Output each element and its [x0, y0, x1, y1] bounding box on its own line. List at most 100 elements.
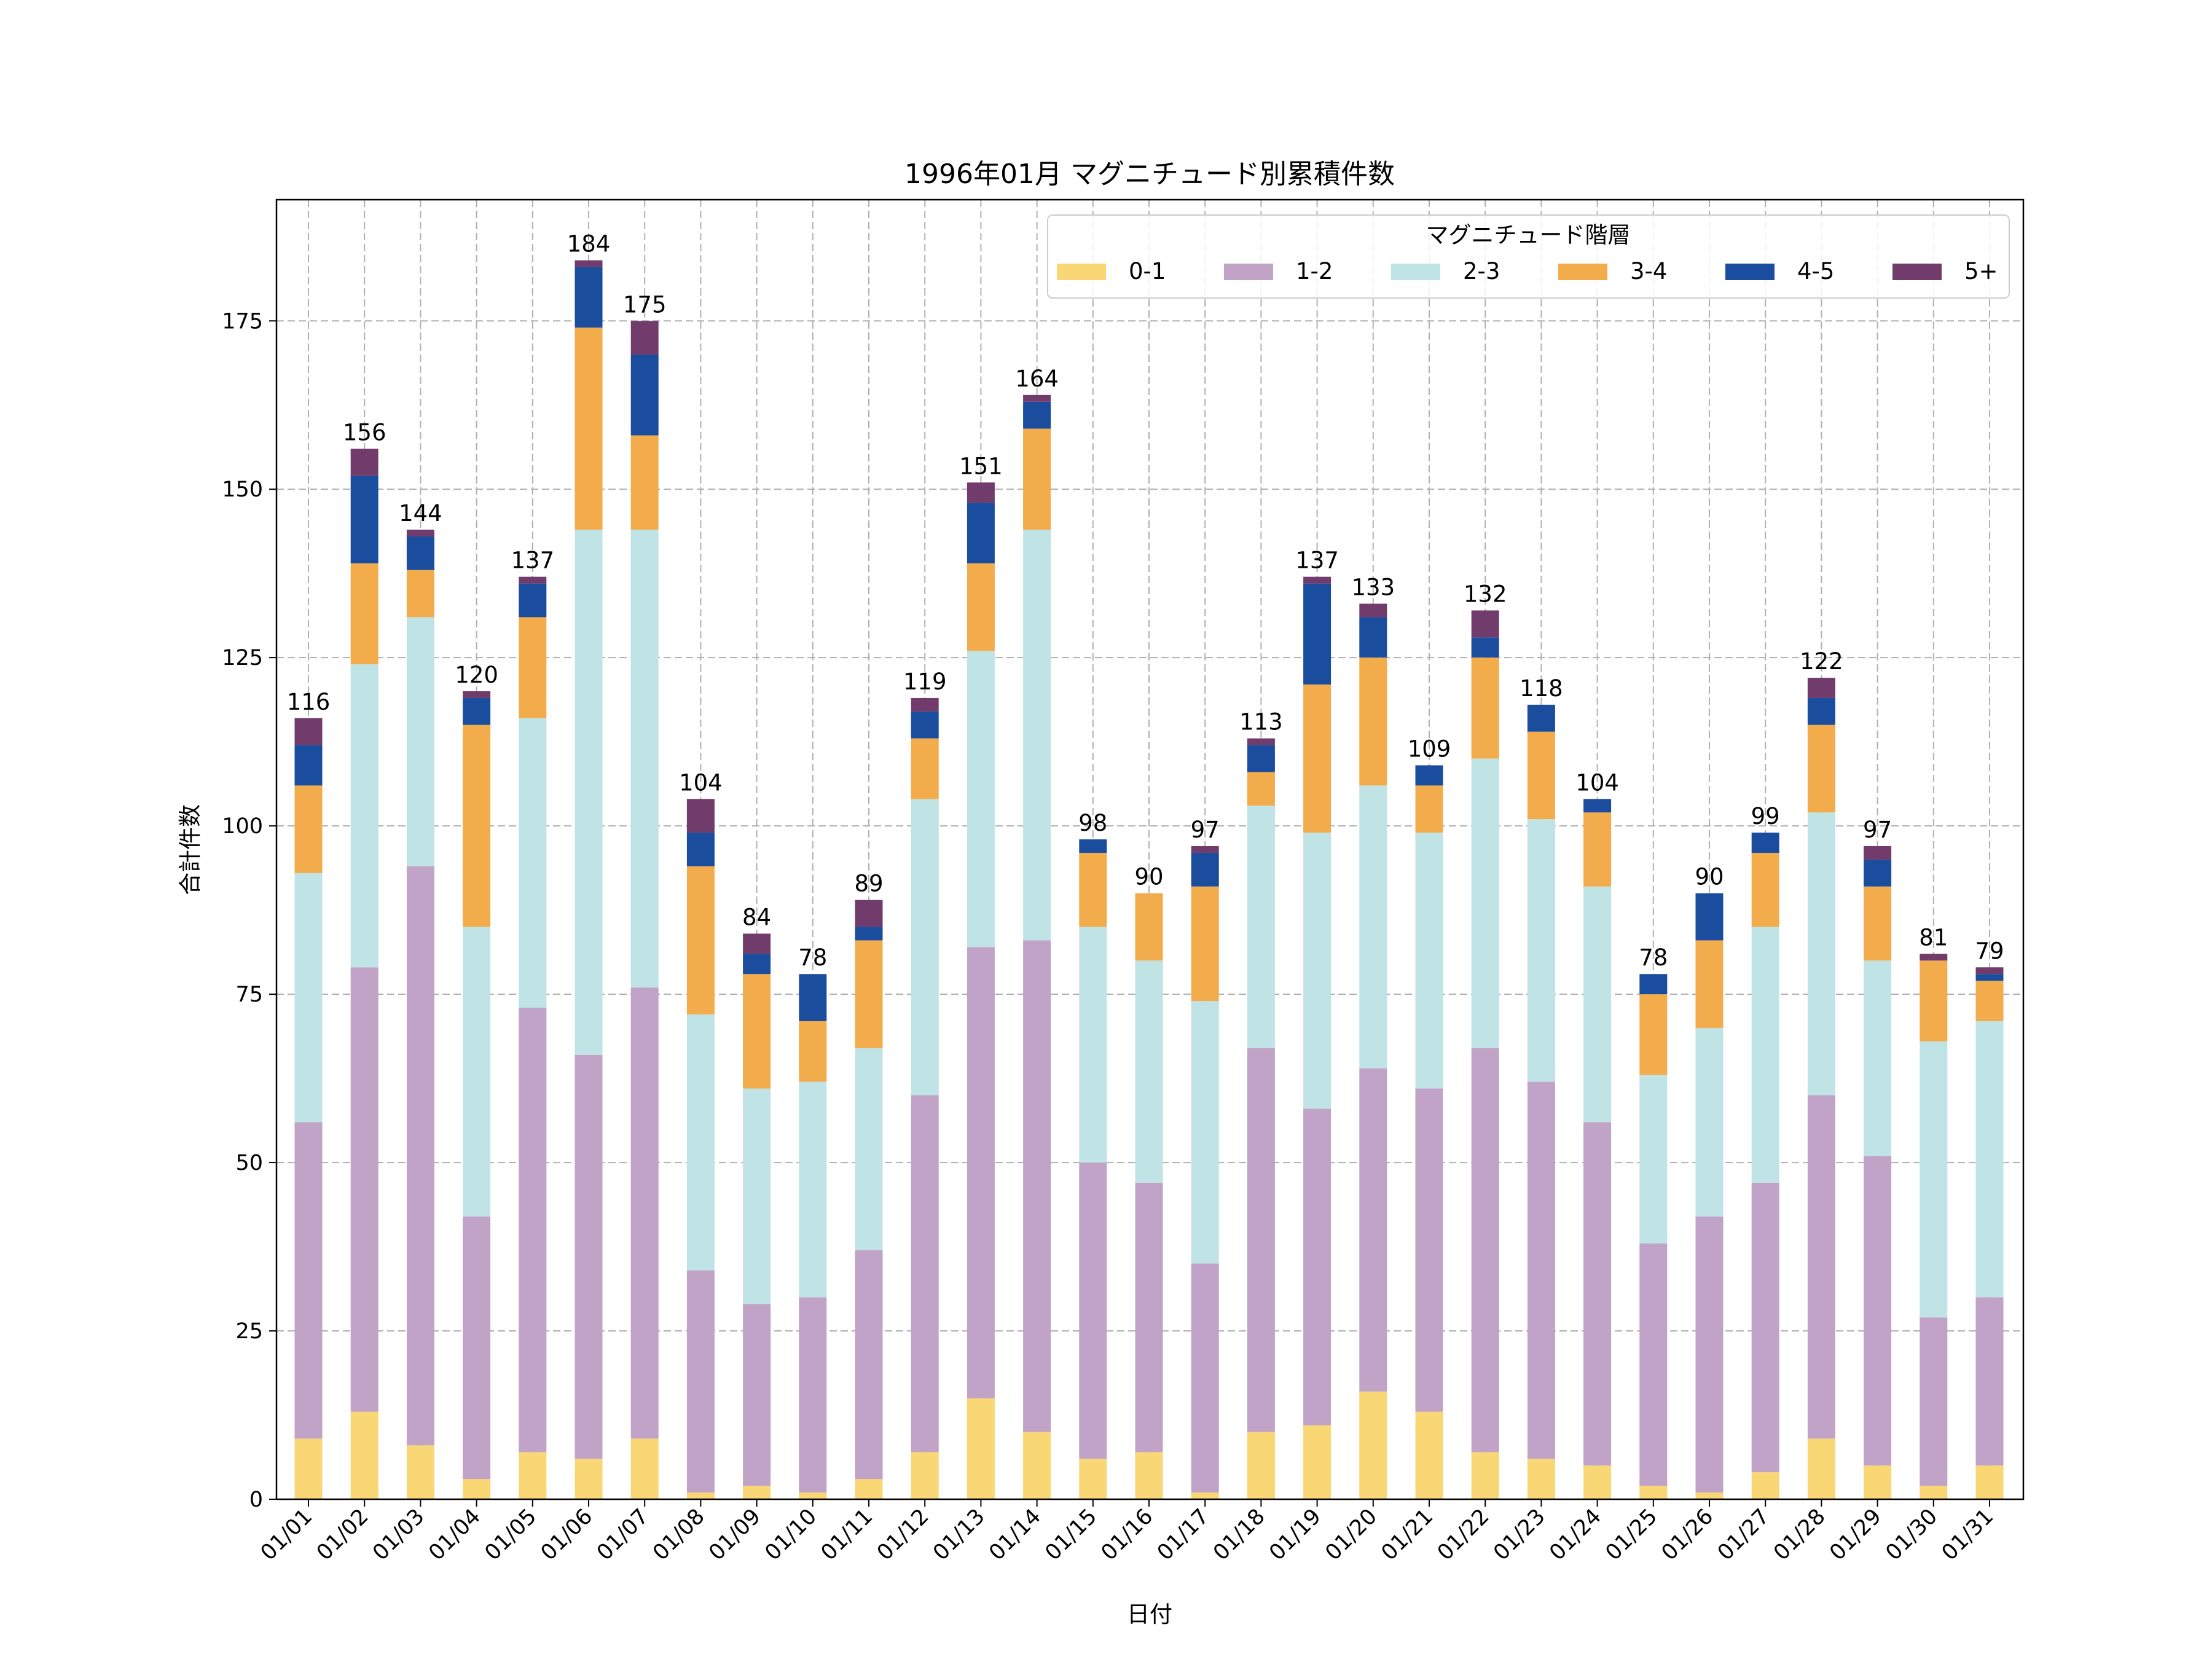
bar-2-3-01/05 [519, 718, 547, 1008]
bar-2-3-01/31 [1975, 1021, 2004, 1298]
total-label: 137 [1295, 547, 1339, 574]
bar-3-4-01/09 [743, 974, 771, 1089]
total-label: 90 [1134, 864, 1163, 890]
bar-3-4-01/13 [967, 563, 995, 651]
bar-4-5-01/24 [1583, 799, 1612, 813]
bar-3-4-01/18 [1247, 772, 1275, 806]
bar-4-5-01/12 [911, 711, 939, 739]
legend-swatch-0-1 [1057, 264, 1106, 280]
bar-0-1-01/04 [463, 1479, 491, 1499]
total-label: 113 [1239, 709, 1283, 735]
y-tick-label: 50 [235, 1151, 263, 1175]
bar-1-2-01/10 [799, 1297, 827, 1493]
bar-4-5-01/20 [1359, 617, 1387, 658]
legend-label-3-4: 3-4 [1630, 258, 1667, 284]
bar-1-2-01/02 [350, 967, 378, 1412]
legend: マグニチュード階層 0-1 1-2 2-3 3-4 4-5 5+ [1047, 214, 2010, 299]
bar-4-5-01/11 [855, 927, 883, 941]
bar-3-4-01/16 [1135, 893, 1163, 961]
total-label: 118 [1520, 675, 1563, 702]
bar-5+-01/07 [630, 321, 659, 355]
bar-1-2-01/09 [743, 1304, 771, 1486]
bar-2-3-01/27 [1751, 927, 1779, 1183]
bar-4-5-01/17 [1191, 852, 1219, 887]
bar-4-5-01/08 [686, 833, 715, 866]
bar-0-1-01/30 [1920, 1486, 1948, 1499]
legend-swatch-2-3 [1391, 264, 1440, 280]
bar-5+-01/22 [1471, 610, 1499, 638]
total-label: 184 [567, 231, 611, 257]
bar-0-1-01/03 [406, 1445, 434, 1499]
bar-1-2-01/27 [1751, 1182, 1779, 1473]
bar-5+-01/14 [1023, 394, 1051, 402]
bar-5+-01/20 [1359, 603, 1387, 618]
y-axis-ticks: 0 25 50 75 100 125 150 175 [222, 309, 276, 1512]
bar-5+-01/13 [967, 482, 995, 503]
legend-label-5+: 5+ [1964, 258, 1998, 284]
bar-5+-01/03 [406, 529, 434, 536]
y-tick-label: 175 [222, 309, 263, 334]
bar-3-4-01/10 [799, 1021, 827, 1082]
bar-4-5-01/29 [1864, 859, 1892, 887]
legend-swatch-3-4 [1558, 264, 1607, 280]
plot-frame [275, 198, 2025, 1500]
bar-4-5-01/03 [406, 536, 434, 570]
total-label: 164 [1015, 366, 1059, 392]
bar-2-3-01/25 [1639, 1075, 1668, 1244]
bar-2-3-01/16 [1135, 960, 1163, 1183]
bar-4-5-01/18 [1247, 745, 1275, 772]
total-label: 120 [455, 662, 498, 688]
bar-4-5-01/25 [1639, 974, 1668, 995]
bar-2-3-01/04 [463, 927, 491, 1217]
total-label: 151 [959, 453, 1003, 479]
bar-5+-01/08 [686, 799, 715, 833]
bar-5+-01/30 [1920, 954, 1948, 961]
bar-4-5-01/05 [519, 583, 547, 618]
total-label: 78 [798, 944, 827, 971]
bar-0-1-01/17 [1191, 1492, 1219, 1499]
bar-0-1-01/01 [294, 1438, 323, 1499]
bar-2-3-01/20 [1359, 785, 1387, 1069]
bar-5+-01/06 [575, 260, 603, 267]
total-label: 89 [854, 871, 883, 897]
total-label: 84 [742, 904, 771, 930]
bar-1-2-01/31 [1975, 1297, 2004, 1466]
y-tick-label: 100 [222, 814, 263, 839]
bar-1-2-01/08 [686, 1270, 715, 1493]
bar-3-4-01/27 [1751, 852, 1779, 927]
bar-0-1-01/22 [1471, 1452, 1499, 1499]
total-label: 97 [1191, 817, 1220, 843]
bar-0-1-01/16 [1135, 1452, 1163, 1499]
bar-4-5-01/23 [1527, 704, 1555, 732]
bar-1-2-01/13 [967, 947, 995, 1398]
total-label: 104 [679, 769, 723, 796]
bar-2-3-01/21 [1415, 833, 1443, 1089]
bar-2-3-01/23 [1527, 819, 1555, 1082]
total-label: 98 [1078, 810, 1107, 836]
bar-4-5-01/26 [1695, 893, 1724, 941]
bar-0-1-01/20 [1359, 1391, 1387, 1499]
bar-3-4-01/29 [1864, 886, 1892, 961]
bar-0-1-01/11 [855, 1479, 883, 1499]
bar-4-5-01/04 [463, 697, 491, 725]
bar-3-4-01/30 [1920, 960, 1948, 1041]
bar-1-2-01/07 [630, 987, 659, 1439]
bar-4-5-01/19 [1303, 583, 1332, 685]
bar-2-3-01/26 [1695, 1027, 1724, 1217]
bar-1-2-01/17 [1191, 1263, 1219, 1493]
total-label: 90 [1695, 864, 1724, 890]
bar-4-5-01/01 [294, 745, 323, 786]
bar-5+-01/31 [1975, 967, 2004, 975]
bar-1-2-01/05 [519, 1008, 547, 1453]
total-label: 79 [1975, 938, 2004, 964]
total-label: 144 [399, 500, 442, 527]
bar-4-5-01/27 [1751, 833, 1779, 853]
legend-title: マグニチュード階層 [1426, 222, 1631, 248]
bar-5+-01/18 [1247, 738, 1275, 745]
bar-2-3-01/24 [1583, 886, 1612, 1123]
bar-3-4-01/23 [1527, 731, 1555, 820]
bar-4-5-01/21 [1415, 765, 1443, 786]
bar-0-1-01/26 [1695, 1492, 1724, 1499]
bar-1-2-01/20 [1359, 1068, 1387, 1392]
